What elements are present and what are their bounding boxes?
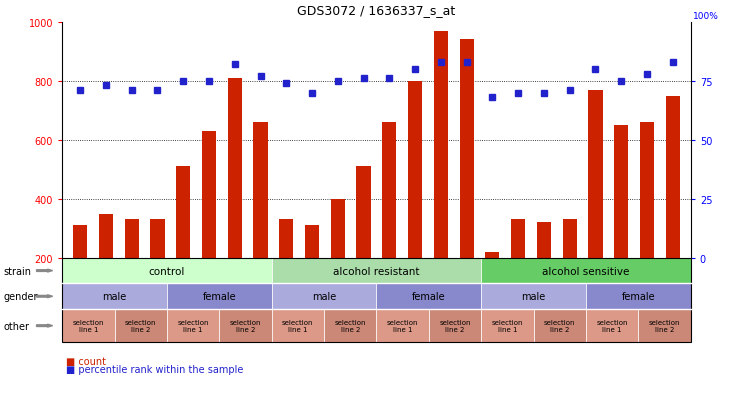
Text: selection
line 2: selection line 2 [125,319,156,332]
Text: ■ percentile rank within the sample: ■ percentile rank within the sample [66,364,243,374]
Bar [614,126,629,258]
Text: male: male [521,292,546,301]
Bar [151,220,164,258]
Text: female: female [412,292,446,301]
Text: selection
line 1: selection line 1 [282,319,314,332]
Bar [254,123,268,258]
Text: other: other [4,321,30,331]
Bar [227,78,242,258]
Text: selection
line 2: selection line 2 [439,319,471,332]
Bar [305,226,319,258]
Bar [382,123,396,258]
Text: selection
line 1: selection line 1 [492,319,523,332]
Text: GDS3072 / 1636337_s_at: GDS3072 / 1636337_s_at [298,4,455,17]
Text: selection
line 1: selection line 1 [72,319,104,332]
Bar [99,214,113,258]
Bar [408,82,423,258]
Text: strain: strain [4,266,31,276]
Text: selection
line 2: selection line 2 [230,319,261,332]
Bar [279,220,293,258]
Text: alcohol sensitive: alcohol sensitive [542,266,629,276]
Bar [511,220,526,258]
Bar [485,252,499,258]
Bar [330,199,345,258]
Bar [588,90,602,258]
Bar [666,96,680,258]
Text: selection
line 2: selection line 2 [544,319,575,332]
Text: male: male [312,292,336,301]
Bar [563,220,577,258]
Text: gender: gender [4,292,38,301]
Text: male: male [102,292,126,301]
Bar [433,31,448,258]
Text: female: female [621,292,655,301]
Text: selection
line 1: selection line 1 [178,319,209,332]
Text: selection
line 2: selection line 2 [335,319,366,332]
Text: selection
line 1: selection line 1 [596,319,628,332]
Bar [73,226,87,258]
Bar [176,167,190,258]
Bar [640,123,654,258]
Bar [124,220,139,258]
Text: control: control [148,266,185,276]
Text: alcohol resistant: alcohol resistant [333,266,420,276]
Text: selection
line 1: selection line 1 [387,319,418,332]
Bar [202,132,216,258]
Text: female: female [202,292,236,301]
Bar [537,223,551,258]
Bar [357,167,371,258]
Text: 100%: 100% [693,12,719,21]
Text: selection
line 2: selection line 2 [649,319,681,332]
Text: ■ count: ■ count [66,356,106,366]
Bar [460,40,474,258]
